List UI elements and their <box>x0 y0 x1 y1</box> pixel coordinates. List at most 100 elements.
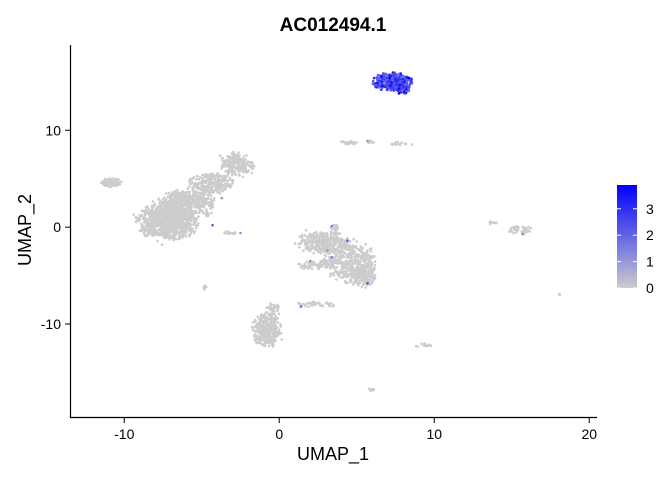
data-point <box>353 277 357 280</box>
data-point <box>369 250 373 253</box>
data-point <box>246 171 249 174</box>
data-point <box>338 242 341 246</box>
data-point <box>212 182 216 185</box>
x-tick-label: 0 <box>275 426 283 442</box>
data-point <box>269 320 272 323</box>
data-point <box>261 339 264 342</box>
data-point <box>223 160 226 163</box>
colorbar <box>617 185 637 288</box>
data-point <box>362 281 366 285</box>
data-point <box>349 270 352 273</box>
data-point <box>325 239 328 242</box>
data-point <box>517 226 520 229</box>
data-point <box>319 304 322 308</box>
data-point <box>262 337 266 341</box>
data-point <box>339 239 342 242</box>
data-point <box>347 256 350 259</box>
data-point <box>187 221 191 225</box>
data-point <box>348 248 352 252</box>
data-point <box>145 223 148 227</box>
data-point <box>385 74 388 77</box>
data-point <box>273 320 277 324</box>
data-point <box>558 292 561 296</box>
data-point <box>276 321 280 324</box>
data-point <box>140 222 143 226</box>
data-point <box>231 161 234 164</box>
data-point <box>255 329 259 333</box>
data-point <box>273 339 277 342</box>
data-point <box>529 226 532 230</box>
data-point <box>391 142 394 146</box>
data-point <box>267 313 271 317</box>
data-point <box>332 239 335 243</box>
data-point <box>373 273 377 277</box>
data-point <box>156 215 159 219</box>
data-point <box>197 211 201 214</box>
data-point <box>267 344 271 348</box>
data-point <box>306 244 309 248</box>
data-point <box>278 332 281 336</box>
data-point <box>327 244 330 248</box>
data-point <box>190 181 194 184</box>
data-point <box>190 212 193 216</box>
data-point <box>180 222 183 226</box>
data-point <box>193 190 196 193</box>
data-point <box>134 220 138 224</box>
data-point <box>214 182 218 185</box>
data-point <box>178 237 181 241</box>
data-point <box>348 278 352 282</box>
data-point <box>274 324 277 328</box>
data-point <box>389 89 393 92</box>
data-point <box>407 89 411 92</box>
expressing-point <box>299 305 303 308</box>
data-point <box>258 317 261 321</box>
data-point <box>350 141 354 145</box>
data-point <box>317 248 321 251</box>
data-point <box>162 222 165 226</box>
data-point <box>171 191 175 194</box>
data-point <box>200 196 203 200</box>
data-point <box>176 188 179 192</box>
data-point <box>297 242 300 246</box>
data-point <box>177 200 180 204</box>
data-point <box>209 207 213 210</box>
data-point <box>231 153 235 157</box>
data-point <box>405 79 409 82</box>
data-point <box>403 142 407 146</box>
data-point <box>187 185 191 188</box>
data-point <box>338 252 342 255</box>
data-point <box>333 259 336 262</box>
data-point <box>196 224 199 227</box>
data-point <box>309 239 312 242</box>
data-point <box>172 238 175 242</box>
data-point <box>340 256 344 259</box>
data-point <box>350 258 353 261</box>
data-point <box>342 246 346 250</box>
data-point <box>153 232 157 236</box>
x-axis-label: UMAP_1 <box>297 444 369 465</box>
colorbar-tick-label: 3 <box>646 201 654 217</box>
data-point <box>145 218 148 222</box>
data-point <box>114 184 118 188</box>
data-point <box>218 192 222 195</box>
data-point <box>308 234 311 237</box>
data-point <box>276 330 279 334</box>
data-point <box>361 246 364 250</box>
data-point <box>489 221 493 224</box>
y-axis-ticks: -10 0 10 <box>41 122 70 332</box>
data-point <box>310 267 314 270</box>
data-point <box>410 143 414 146</box>
data-point <box>337 259 341 262</box>
data-point <box>265 306 269 309</box>
data-point <box>149 228 153 232</box>
data-point <box>211 202 214 205</box>
data-point <box>237 151 240 154</box>
expressing-point <box>211 223 214 227</box>
data-point <box>168 238 171 241</box>
data-point <box>153 210 157 214</box>
data-point <box>397 92 401 95</box>
data-point <box>347 143 350 146</box>
data-point <box>259 339 262 342</box>
data-point <box>336 237 339 240</box>
data-point <box>226 154 229 158</box>
